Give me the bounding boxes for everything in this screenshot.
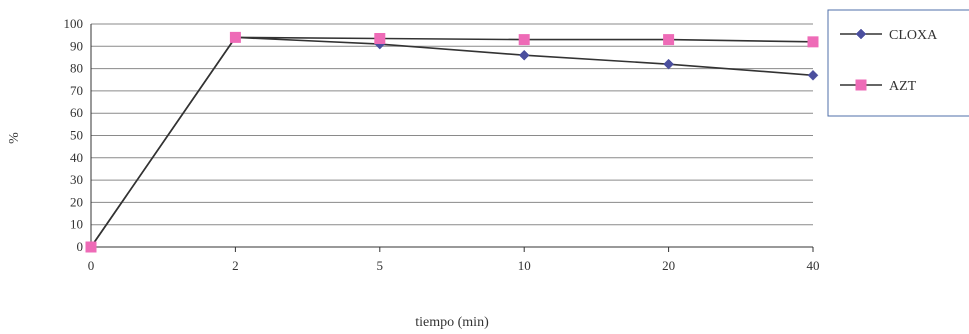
legend-label: AZT [889,79,917,94]
x-tick-labels: 0 2 5 10 20 40 [88,258,820,273]
legend-marker [855,28,867,40]
x-tick-label: 2 [232,258,239,273]
y-tick-label: 40 [70,150,83,165]
legend-marker [855,79,867,91]
series [85,31,819,253]
legend-label: CLOXA [889,28,938,43]
data-point [374,32,386,44]
y-tick-label: 70 [70,83,83,98]
y-tick-label: 30 [70,172,83,187]
legend-item-cloxa: CLOXA [840,28,938,43]
data-point [807,36,819,48]
y-tick-label: 60 [70,105,83,120]
axes [90,24,814,252]
gridlines [91,23,813,226]
x-axis-label: tiempo (min) [415,315,489,330]
series-line [90,36,814,248]
y-tick-label: 20 [70,194,83,209]
y-axis-label: % [7,132,22,144]
data-point [807,69,819,81]
series-azt [85,31,819,253]
data-point [663,58,674,70]
x-tick-label: 0 [88,258,95,273]
x-tick-label: 10 [518,258,531,273]
legend-item-azt: AZT [840,79,917,94]
y-tick-label: 50 [70,128,83,143]
data-point [518,34,530,46]
y-tick-labels: 0 10 20 30 40 50 60 70 80 90 100 [64,16,84,254]
y-tick-label: 0 [77,239,84,254]
legend: CLOXA AZT [827,9,969,117]
x-tick-label: 20 [662,258,675,273]
series-cloxa [85,32,819,253]
legend-items: CLOXA AZT [840,28,938,94]
y-tick-label: 10 [70,217,83,232]
data-point [229,31,241,43]
y-tick-label: 90 [70,38,83,53]
x-tick-label: 40 [807,258,820,273]
legend-box [827,9,969,117]
y-tick-label: 100 [64,16,84,31]
x-tick-label: 5 [377,258,384,273]
y-tick-label: 80 [70,61,83,76]
data-point [663,34,675,46]
data-point [85,241,97,253]
data-point [518,49,530,61]
